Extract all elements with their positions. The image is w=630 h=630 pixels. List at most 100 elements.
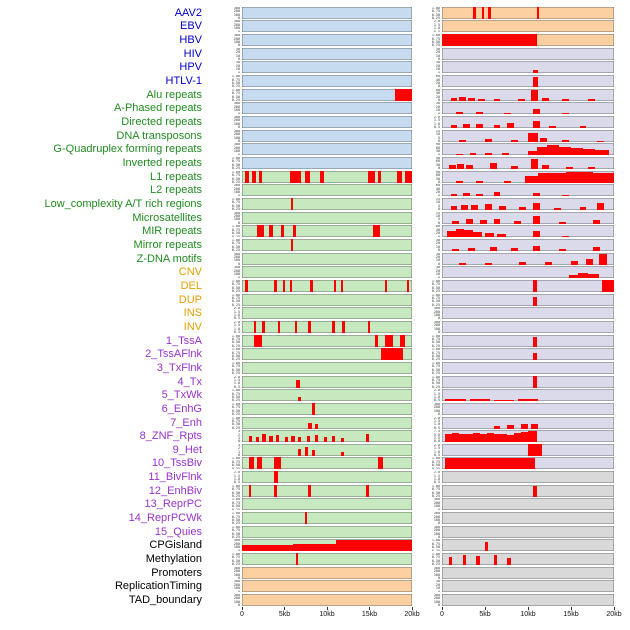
signal-bar	[304, 446, 309, 456]
signal-bar	[396, 170, 402, 183]
x-axis-label: 5kb	[278, 610, 291, 618]
track-panel-left	[242, 61, 412, 74]
track-panel-right	[442, 443, 614, 456]
track-label: 2_TssAFlnk	[145, 348, 202, 361]
signal-bar	[531, 89, 539, 101]
signal-bar	[533, 69, 539, 74]
y-axis-ticks: 2.01.51.00.50.0	[233, 320, 240, 333]
signal-bar	[252, 170, 256, 183]
track-row: 1_TssA 1.000.750.500.250.00 1.000.750.500.…	[0, 334, 630, 348]
signal-bar	[296, 553, 299, 566]
signal-bar	[462, 124, 470, 129]
y-axis-ticks: 1.000.750.500.250.00	[431, 279, 440, 292]
track-panel-left	[242, 252, 412, 265]
track-label: Low_complexity A/T rich regions	[44, 198, 202, 211]
track-panel-left	[242, 512, 412, 525]
signal-bar	[466, 164, 473, 170]
track-panel-right	[442, 293, 614, 306]
y-axis-ticks: 1.000.750.500.250.00	[231, 157, 240, 170]
track-panel-right	[442, 266, 614, 279]
y-axis-ticks: 60 40 20 0	[435, 225, 440, 238]
signal-bar	[381, 348, 404, 361]
signal-bar	[378, 170, 382, 183]
track-label: L1 repeats	[150, 170, 202, 183]
signal-bar	[245, 170, 249, 183]
track-label: 10_TssBiv	[151, 457, 202, 470]
signal-bar	[579, 125, 587, 129]
signal-bar	[464, 230, 473, 238]
track-panel-left	[242, 389, 412, 402]
signal-bar	[459, 97, 467, 101]
track-panel-left	[242, 375, 412, 388]
track-panel-left	[242, 553, 412, 566]
y-axis-ticks: 300 200 100 0	[233, 580, 240, 593]
y-axis-ticks: 1.000.750.500.250.00	[231, 225, 240, 238]
y-axis-ticks: 30 20 10 0	[235, 61, 240, 74]
signal-bar	[533, 121, 541, 129]
track-panel-left	[242, 320, 412, 333]
signal-bar	[298, 397, 302, 402]
signal-bar	[533, 279, 537, 292]
signal-bar	[455, 112, 463, 115]
signal-bar	[571, 260, 578, 265]
signal-bar	[304, 512, 307, 525]
signal-bar	[298, 449, 302, 456]
y-axis-ticks: 300 200 100 0	[433, 498, 440, 511]
x-axis-tickmark	[284, 606, 285, 610]
track-panel-right	[442, 361, 614, 374]
track-label: MIR repeats	[142, 225, 202, 238]
y-axis-ticks: 300 200 100 0	[233, 20, 240, 33]
signal-bar	[448, 165, 456, 170]
signal-bar	[519, 207, 527, 211]
track-label: Microsatellites	[132, 211, 202, 224]
track-panel-right	[442, 129, 614, 142]
signal-bar	[490, 163, 498, 170]
track-label: 5_TxWk	[161, 389, 202, 402]
signal-bar	[466, 433, 473, 443]
y-axis-ticks: 300 200 100 0	[433, 307, 440, 320]
y-axis-ticks: 300 200 100 0	[233, 184, 240, 197]
signal-bar	[277, 320, 281, 333]
track-row: L2 repeats 300 200 100 0 60 40 20 0	[0, 184, 630, 198]
signal-bar	[533, 353, 537, 361]
track-panel-left	[242, 20, 412, 33]
track-label: CNV	[178, 266, 202, 279]
signal-bar	[493, 554, 498, 566]
track-panel-left	[242, 266, 412, 279]
track-panel-right	[442, 375, 614, 388]
x-axis-label: 0	[240, 610, 244, 618]
signal-bar	[524, 175, 539, 183]
track-panel-left	[242, 348, 412, 361]
y-axis-ticks: 1.000.750.500.250.00	[231, 75, 240, 88]
track-row: TAD_boundary 300 200 100 0 300 200 100 0	[0, 593, 630, 607]
y-axis-ticks: 15 10 5 0	[435, 198, 440, 211]
track-label: AAV2	[174, 6, 202, 19]
track-label: Inverted repeats	[122, 157, 203, 170]
signal-bar	[466, 219, 473, 224]
signal-bar	[469, 153, 477, 156]
track-label: A-Phased repeats	[113, 102, 202, 115]
signal-bar	[320, 170, 324, 183]
y-axis-ticks: 1.000.750.500.250.00	[231, 348, 240, 361]
track-row: 4_Tx 2.01.51.00.50.0 1.000.750.500.250.00	[0, 375, 630, 389]
track-panel-right	[442, 20, 614, 33]
signal-bar	[462, 555, 467, 566]
signal-bar	[448, 556, 453, 566]
signal-bar	[374, 334, 378, 347]
signal-bar	[447, 230, 456, 238]
signal-bar	[579, 172, 594, 183]
track-list: AAV230020010001.000.750.500.250.00EBV300…	[0, 6, 630, 607]
signal-bar	[593, 219, 601, 224]
signal-bar	[565, 171, 580, 183]
track-panel-left	[242, 498, 412, 511]
track-panel-right	[442, 6, 614, 19]
track-label: ReplicationTiming	[114, 580, 202, 593]
signal-bar	[308, 320, 311, 333]
x-axis-tickmark	[527, 606, 529, 610]
track-panel-left	[242, 238, 412, 251]
